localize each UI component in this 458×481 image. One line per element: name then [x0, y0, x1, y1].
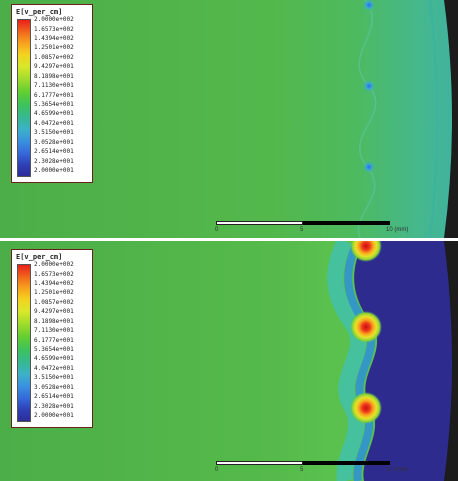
scale-segment-white [216, 461, 303, 465]
scale-segment-white [216, 221, 303, 225]
legend-value: 1.2501e+002 [34, 45, 74, 51]
scale-tick-label: 5 [300, 467, 303, 473]
legend-value: 2.0000e+001 [34, 168, 74, 174]
legend-value: 2.6514e+001 [34, 394, 74, 400]
legend-value: 1.0857e+002 [34, 55, 74, 61]
legend-value: 1.6573e+002 [34, 27, 74, 33]
color-legend-top: E[v_per_cm] 2.0000e+002 1.6573e+002 1.43… [11, 4, 93, 183]
legend-value: 1.4394e+002 [34, 281, 74, 287]
legend-value: 7.1130e+001 [34, 328, 74, 334]
legend-value: 1.2501e+002 [34, 290, 74, 296]
scale-segment-black [303, 221, 390, 225]
legend-title: E[v_per_cm] [16, 8, 62, 16]
scale-tick-label: 0 [215, 227, 218, 233]
legend-value: 1.6573e+002 [34, 272, 74, 278]
legend-value: 4.6599e+001 [34, 111, 74, 117]
legend-value: 9.4297e+001 [34, 309, 74, 315]
scale-tick-label: 10 (mm) [386, 227, 408, 233]
legend-value: 1.4394e+002 [34, 36, 74, 42]
scale-tick-label: 5 [300, 227, 303, 233]
legend-labels: 2.0000e+002 1.6573e+002 1.4394e+002 1.25… [34, 19, 92, 177]
legend-value: 4.6599e+001 [34, 356, 74, 362]
legend-value: 3.0528e+001 [34, 385, 74, 391]
legend-value: 2.0000e+002 [34, 17, 74, 23]
legend-value: 2.3028e+001 [34, 404, 74, 410]
legend-value: 4.0472e+001 [34, 121, 74, 127]
legend-color-bar [17, 264, 31, 422]
legend-color-bar [17, 19, 31, 177]
scale-tick-label: 10 (mm) [386, 467, 408, 473]
legend-value: 1.0857e+002 [34, 300, 74, 306]
legend-value: 3.0528e+001 [34, 140, 74, 146]
legend-value: 2.6514e+001 [34, 149, 74, 155]
legend-value: 2.3028e+001 [34, 159, 74, 165]
scale-tick-label: 0 [215, 467, 218, 473]
legend-value: 6.1777e+001 [34, 93, 74, 99]
legend-value: 2.0000e+001 [34, 413, 74, 419]
legend-title: E[v_per_cm] [16, 253, 62, 261]
legend-value: 7.1130e+001 [34, 83, 74, 89]
field-plot-bottom: E[v_per_cm] 2.0000e+002 1.6573e+002 1.43… [0, 241, 458, 481]
legend-value: 9.4297e+001 [34, 64, 74, 70]
scale-bar-bottom: 0 5 10 (mm) [216, 461, 390, 477]
legend-value: 8.1898e+001 [34, 74, 74, 80]
legend-value: 2.0000e+002 [34, 262, 74, 268]
legend-value: 4.0472e+001 [34, 366, 74, 372]
legend-value: 5.3654e+001 [34, 102, 74, 108]
legend-value: 6.1777e+001 [34, 338, 74, 344]
legend-value: 3.5150e+001 [34, 130, 74, 136]
legend-value: 3.5150e+001 [34, 375, 74, 381]
legend-value: 8.1898e+001 [34, 319, 74, 325]
field-plot-top: E[v_per_cm] 2.0000e+002 1.6573e+002 1.43… [0, 0, 458, 238]
legend-value: 5.3654e+001 [34, 347, 74, 353]
color-legend-bottom: E[v_per_cm] 2.0000e+002 1.6573e+002 1.43… [11, 249, 93, 428]
scale-bar-top: 0 5 10 (mm) [216, 221, 390, 237]
legend-labels: 2.0000e+002 1.6573e+002 1.4394e+002 1.25… [34, 264, 92, 422]
scale-segment-black [303, 461, 390, 465]
